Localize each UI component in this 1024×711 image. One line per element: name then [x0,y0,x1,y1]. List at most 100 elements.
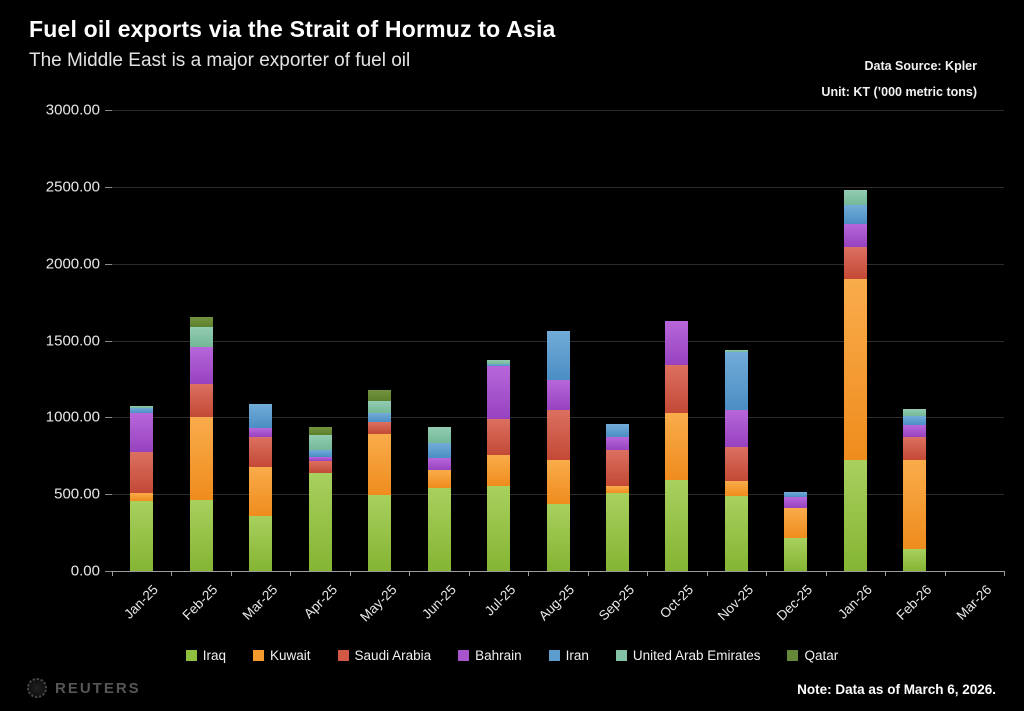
bar-segment-iraq-jul-25 [487,485,511,571]
x-axis-tick [171,571,173,576]
bar-segment-iraq-dec-25 [784,537,808,571]
data-source-label: Data Source: Kpler [864,59,977,73]
bar-segment-bahrain-feb-25 [189,347,213,384]
legend-label: Iraq [202,648,227,663]
y-axis-label: 500.00 [54,485,100,503]
bar-segment-bahrain-oct-25 [665,320,689,366]
footnote: Note: Data as of March 6, 2026. [797,682,996,697]
bar-segment-qatar-feb-25 [189,317,213,327]
legend-label: Qatar [804,648,839,663]
x-axis-tick [349,571,351,576]
chart-title: Fuel oil exports via the Strait of Hormu… [29,16,556,42]
bar-segment-iraq-feb-25 [189,500,213,571]
reuters-logo: REUTERS [27,678,141,698]
bar-segment-iraq-jun-25 [427,488,451,571]
legend-label: Kuwait [270,648,311,663]
bar-segment-bahrain-jun-25 [427,458,451,471]
bar-segment-iraq-jan-25 [130,501,154,571]
x-axis-label-dec-25: Dec-25 [774,582,816,624]
bar-segment-kuwait-feb-26 [903,459,927,549]
bar-segment-saudi-arabia-oct-25 [665,365,689,414]
bar-segment-kuwait-mar-25 [249,467,273,517]
unit-label: Unit: KT (’000 metric tons) [821,85,977,99]
bar-segment-bahrain-jul-25 [487,365,511,419]
x-axis-tick [112,571,113,576]
y-axis-label: 0.00 [70,562,100,580]
legend-item-saudi-arabia: Saudi Arabia [337,648,432,663]
bar-segment-iraq-sep-25 [605,493,629,571]
legend-swatch [253,650,265,661]
bar-segment-kuwait-nov-25 [724,481,748,496]
bar-segment-iran-may-25 [368,412,392,422]
x-axis-tick [528,571,530,576]
x-axis-tick [468,571,470,576]
y-axis-label: 3000.00 [45,101,100,119]
bar-segment-iran-aug-25 [546,331,570,380]
x-axis-tick [290,571,292,576]
source-block: Data Source: Kpler Unit: KT (’000 metric… [821,53,977,105]
legend-swatch [185,650,197,661]
bar-segment-united-arab-emirates-apr-25 [308,435,332,450]
reuters-orb-icon [27,678,47,698]
bar-segment-iran-apr-25 [308,449,332,457]
x-axis-tick [409,571,411,576]
legend-label: Saudi Arabia [354,648,432,663]
x-axis-label-nov-25: Nov-25 [714,582,757,624]
x-axis-line [112,571,1004,572]
bar-segment-kuwait-dec-25 [784,507,808,538]
bar-segment-saudi-arabia-jul-25 [487,418,511,455]
x-axis-label-oct-25: Oct-25 [657,582,697,622]
x-axis-tick [587,571,589,576]
legend-item-united-arab-emirates: United Arab Emirates [615,648,761,663]
bar-segment-saudi-arabia-jan-26 [843,246,867,280]
bar-segment-united-arab-emirates-jul-25 [487,359,511,364]
gridline-3000 [112,110,1004,111]
legend-swatch [458,650,470,661]
legend-swatch [337,650,349,661]
bar-segment-bahrain-apr-25 [308,456,332,462]
y-axis-tick [105,340,112,342]
x-axis-label-jul-25: Jul-25 [481,582,519,619]
bar-segment-iran-jan-25 [130,408,154,414]
chart-subtitle: The Middle East is a major exporter of f… [29,50,411,71]
y-axis-tick [105,494,112,496]
bar-segment-saudi-arabia-mar-25 [249,437,273,468]
x-axis-label-jan-26: Jan-26 [835,582,875,622]
bar-segment-iran-jun-25 [427,443,451,459]
legend-swatch [548,650,560,661]
legend-swatch [787,650,799,661]
bar-segment-bahrain-jan-25 [130,413,154,452]
x-axis-tick [647,571,649,576]
bar-segment-kuwait-oct-25 [665,413,689,481]
bar-segment-united-arab-emirates-feb-26 [903,408,927,416]
bar-segment-saudi-arabia-feb-25 [189,383,213,418]
bar-segment-united-arab-emirates-jan-26 [843,189,867,206]
bar-segment-iraq-feb-26 [903,548,927,571]
bar-segment-bahrain-aug-25 [546,379,570,410]
legend-item-iran: Iran [548,648,589,663]
x-axis-label-jan-25: Jan-25 [121,582,162,622]
legend-label: United Arab Emirates [632,648,761,663]
bar-segment-kuwait-jan-25 [130,493,154,502]
y-axis-label: 2000.00 [45,255,100,273]
bar-segment-saudi-arabia-sep-25 [605,450,629,486]
bar-segment-bahrain-nov-25 [724,410,748,448]
bar-segment-united-arab-emirates-nov-25 [724,349,748,353]
x-axis-label-mar-26: Mar-26 [953,582,994,623]
bar-segment-saudi-arabia-apr-25 [308,461,332,474]
x-axis-label-aug-25: Aug-25 [536,582,578,624]
y-axis-label: 2500.00 [45,178,100,196]
bar-segment-bahrain-sep-25 [605,437,629,451]
legend-label: Iran [565,648,589,663]
bar-segment-iraq-oct-25 [665,480,689,571]
x-axis-label-apr-25: Apr-25 [300,582,340,622]
bar-segment-saudi-arabia-nov-25 [724,447,748,482]
bar-segment-iran-feb-26 [903,415,927,425]
bar-segment-bahrain-jan-26 [843,223,867,247]
bar-segment-kuwait-jul-25 [487,454,511,486]
bar-segment-saudi-arabia-jan-25 [130,451,154,494]
x-axis-label-mar-25: Mar-25 [239,582,281,623]
bar-segment-iraq-jan-26 [843,460,867,571]
